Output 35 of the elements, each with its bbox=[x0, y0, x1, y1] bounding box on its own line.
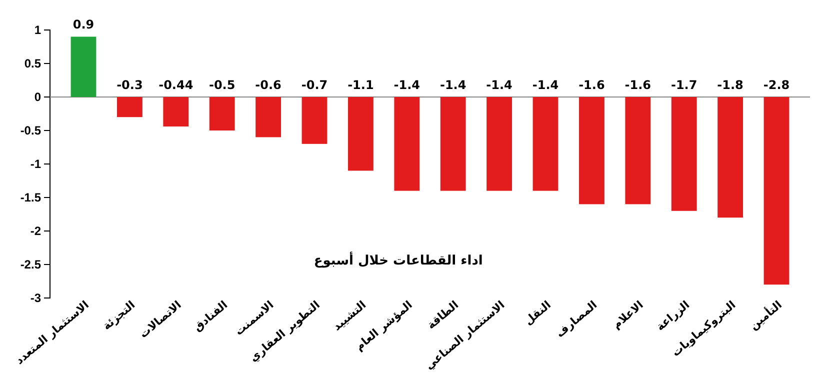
x-tick-label: الاعلام bbox=[610, 298, 646, 332]
x-tick-label: النقل bbox=[522, 298, 554, 328]
data-label: -1.4 bbox=[486, 78, 512, 92]
x-tick-label: المصارف bbox=[553, 298, 600, 340]
y-tick-label: 0 bbox=[34, 90, 42, 104]
data-label: -1.4 bbox=[440, 78, 466, 92]
data-label: -1.4 bbox=[394, 78, 420, 92]
data-label: -2.8 bbox=[763, 78, 790, 92]
x-tick-label: التجزئة bbox=[100, 298, 138, 333]
x-tick-label: الفنادق bbox=[191, 298, 230, 334]
data-label: -0.5 bbox=[208, 78, 236, 92]
x-tick-label: الطاقة bbox=[424, 298, 462, 332]
x-tick-label: الاتصالات bbox=[136, 298, 184, 341]
data-label: 0.9 bbox=[72, 18, 94, 32]
y-tick-label: -0.5 bbox=[20, 123, 42, 138]
data-label: -1.6 bbox=[624, 78, 652, 92]
data-label: -1.4 bbox=[532, 78, 559, 92]
y-tick-label: -2 bbox=[30, 224, 42, 238]
data-label: -1.6 bbox=[578, 78, 605, 92]
data-label: -0.6 bbox=[255, 78, 282, 92]
y-tick-label: -1.5 bbox=[20, 190, 42, 204]
x-tick-label: التشييد bbox=[330, 298, 369, 334]
data-label: -0.7 bbox=[301, 78, 328, 92]
text: اداء القطاعات خلال أسبوع bbox=[314, 252, 483, 268]
data-label: -0.3 bbox=[116, 78, 143, 92]
data-label: -1.8 bbox=[717, 78, 744, 92]
y-tick-label: -2.5 bbox=[20, 257, 42, 272]
y-tick-label: 0.5 bbox=[24, 56, 42, 70]
x-tick-label: التأمين bbox=[746, 298, 784, 333]
y-tick-label: -3 bbox=[30, 290, 42, 305]
data-label: -1.1 bbox=[348, 78, 374, 92]
data-label: -0.44 bbox=[158, 78, 194, 92]
y-tick-label: -1 bbox=[30, 156, 42, 171]
data-label: -1.7 bbox=[670, 78, 698, 92]
y-tick-label: 1 bbox=[34, 22, 42, 37]
